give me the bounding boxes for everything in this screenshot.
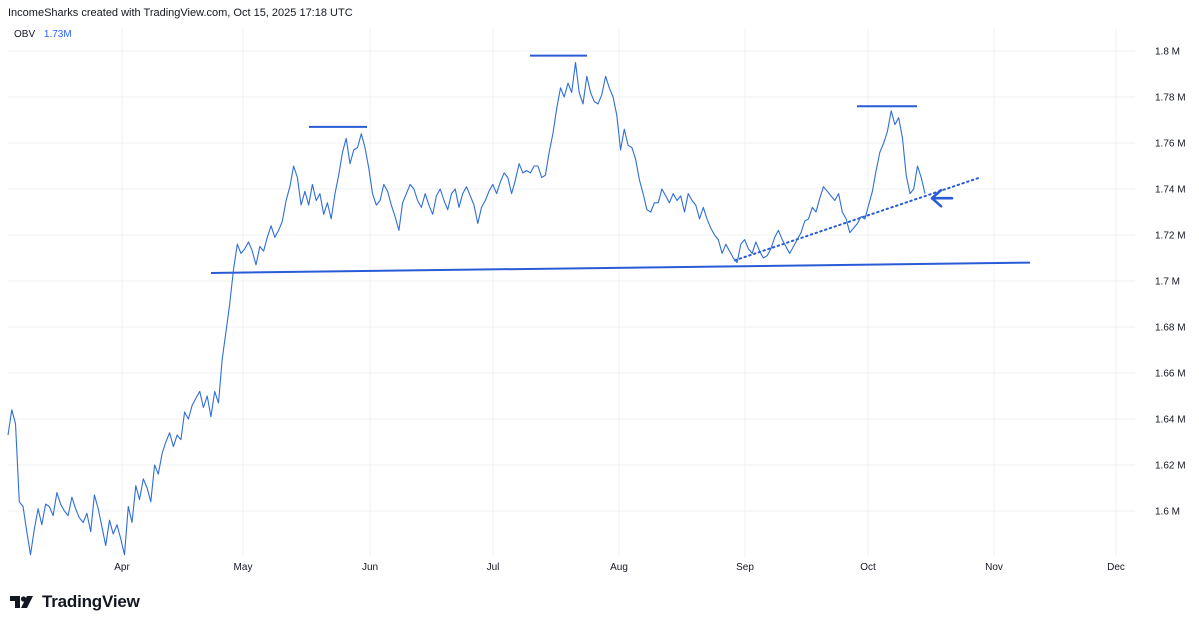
x-tick-label: Jun [362,562,378,573]
y-tick-label: 1.78 M [1155,93,1186,104]
y-tick-label: 1.62 M [1155,461,1186,472]
y-tick-label: 1.8 M [1155,47,1180,58]
y-tick-label: 1.7 M [1155,277,1180,288]
x-tick-label: Jul [487,562,500,573]
x-tick-label: Aug [610,562,628,573]
tradingview-logo-icon [10,596,33,608]
x-axis: Apr May Jun Jul Aug Sep Oct Nov Dec [114,562,1125,573]
y-tick-label: 1.6 M [1155,507,1180,518]
y-tick-label: 1.72 M [1155,231,1186,242]
x-tick-label: Apr [114,562,130,573]
y-tick-label: 1.64 M [1155,415,1186,426]
y-tick-label: 1.76 M [1155,139,1186,150]
x-tick-label: Nov [985,562,1003,573]
arrow-left-icon [930,188,954,208]
series [7,61,926,556]
indicator-value: 1.73M [43,29,72,40]
tradingview-logo[interactable]: TradingView [10,592,140,612]
grid [8,28,1135,557]
tradingview-brand: TradingView [42,592,140,611]
y-tick-label: 1.66 M [1155,369,1186,380]
support-line [210,261,1031,274]
indicator-name: OBV [14,29,36,40]
x-tick-label: Oct [860,562,876,573]
annotations [210,54,1031,274]
chart-header: IncomeSharks created with TradingView.co… [8,7,353,19]
y-axis: 1.6 M 1.62 M 1.64 M 1.66 M 1.68 M 1.7 M 1.72 M… [1155,47,1186,518]
x-tick-label: May [234,562,253,573]
x-tick-label: Dec [1107,562,1125,573]
y-tick-label: 1.74 M [1155,185,1186,196]
y-tick-label: 1.68 M [1155,323,1186,334]
obv-series-line [7,61,926,556]
x-tick-label: Sep [736,562,754,573]
indicator-legend[interactable]: OBV 1.73M [14,29,72,40]
